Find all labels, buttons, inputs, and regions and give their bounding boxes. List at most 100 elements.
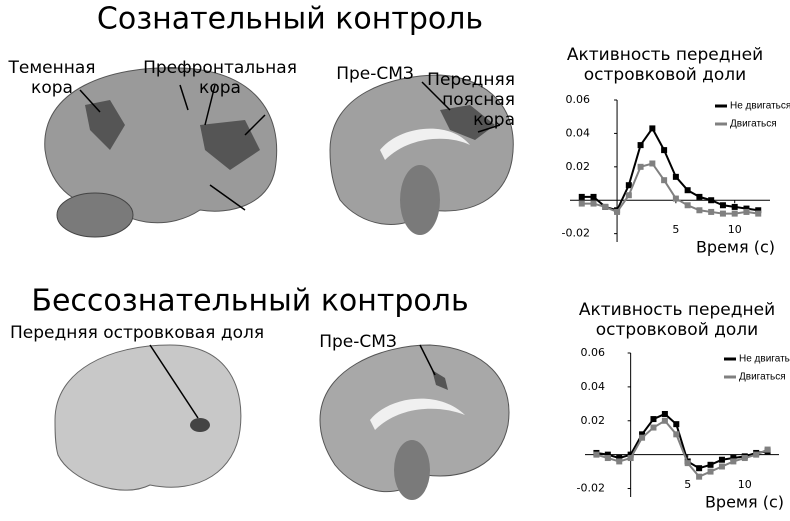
x-tick-label: 10 bbox=[728, 223, 742, 236]
series-line bbox=[581, 126, 759, 212]
y-tick-label: 0.02 bbox=[581, 414, 606, 427]
brain-label: поясная bbox=[442, 90, 515, 110]
legend-label: Двигаться bbox=[739, 372, 786, 383]
data-point bbox=[604, 455, 611, 462]
brain-label: кора bbox=[199, 78, 241, 98]
data-point bbox=[590, 200, 597, 207]
data-point bbox=[696, 473, 703, 480]
data-point bbox=[639, 434, 646, 441]
data-point bbox=[616, 455, 623, 462]
data-point bbox=[625, 192, 632, 199]
data-point bbox=[743, 208, 750, 215]
legend-label: Двигаться bbox=[730, 119, 777, 130]
data-point bbox=[753, 451, 760, 458]
x-axis-label: Время (с) bbox=[696, 238, 775, 257]
legend-label: Не двигаться bbox=[730, 101, 790, 112]
data-point bbox=[696, 465, 703, 472]
y-tick-label: 0.06 bbox=[581, 346, 606, 359]
data-point bbox=[718, 456, 725, 463]
y-tick-label: -0.02 bbox=[562, 227, 590, 240]
series-line bbox=[596, 419, 768, 478]
data-point bbox=[602, 203, 609, 210]
data-point bbox=[696, 193, 703, 200]
data-point bbox=[755, 207, 762, 214]
data-point bbox=[614, 208, 621, 215]
data-point bbox=[755, 210, 762, 217]
y-tick-label: 0.06 bbox=[566, 93, 591, 106]
chart-title: островковой доли bbox=[584, 65, 746, 85]
y-tick-label: 0.04 bbox=[581, 380, 606, 393]
data-point bbox=[707, 468, 714, 475]
data-point bbox=[684, 187, 691, 194]
data-point bbox=[625, 182, 632, 189]
brain-label: Префронтальная bbox=[143, 58, 297, 78]
data-point bbox=[661, 410, 668, 417]
arrows bbox=[79, 81, 501, 419]
legend-label: Не двигаться bbox=[739, 354, 790, 365]
data-point bbox=[649, 125, 656, 132]
brain-sagittal bbox=[54, 344, 242, 491]
data-point bbox=[718, 463, 725, 470]
data-point bbox=[650, 416, 657, 423]
series-line bbox=[596, 412, 768, 470]
data-point bbox=[578, 193, 585, 200]
data-point bbox=[731, 203, 738, 210]
data-point bbox=[719, 210, 726, 217]
data-point bbox=[616, 458, 623, 465]
data-point bbox=[661, 147, 668, 154]
data-point bbox=[673, 421, 680, 428]
data-point bbox=[637, 163, 644, 170]
brain-label: Пре-СМЗ bbox=[319, 332, 397, 352]
brain-medial-2 bbox=[319, 344, 510, 500]
x-tick-label: 5 bbox=[672, 223, 679, 236]
data-point bbox=[719, 202, 726, 209]
data-point bbox=[639, 431, 646, 438]
data-point bbox=[672, 173, 679, 180]
series-line bbox=[581, 162, 759, 215]
brain-label: Передняя островковая доля bbox=[10, 323, 264, 343]
data-point bbox=[578, 200, 585, 207]
brain-label: кора bbox=[31, 78, 73, 98]
data-point bbox=[637, 142, 644, 149]
data-point bbox=[764, 446, 771, 453]
data-point bbox=[673, 431, 680, 438]
brain-medial bbox=[329, 74, 514, 235]
chart-title: Активность передней bbox=[579, 300, 775, 320]
data-point bbox=[650, 424, 657, 431]
data-point bbox=[741, 455, 748, 462]
data-point bbox=[649, 160, 656, 167]
y-tick-label: 0.02 bbox=[566, 160, 591, 173]
data-point bbox=[604, 451, 611, 458]
heading: Бессознательный контроль bbox=[31, 284, 468, 319]
data-point bbox=[627, 451, 634, 458]
data-point bbox=[590, 193, 597, 200]
brain-label: Пре-СМЗ bbox=[336, 64, 414, 84]
brain-lateral bbox=[44, 67, 278, 238]
x-tick-label: 5 bbox=[684, 478, 691, 491]
data-point bbox=[708, 197, 715, 204]
chart-title: островковой доли bbox=[596, 320, 758, 340]
heading: Сознательный контроль bbox=[97, 2, 483, 37]
data-point bbox=[684, 202, 691, 209]
data-point bbox=[627, 455, 634, 462]
data-point bbox=[731, 210, 738, 217]
data-point bbox=[743, 205, 750, 212]
data-point bbox=[730, 458, 737, 465]
x-tick-label: 10 bbox=[738, 478, 752, 491]
data-point bbox=[696, 207, 703, 214]
chart-title: Активность передней bbox=[567, 45, 763, 65]
brain-label: Передняя bbox=[427, 70, 515, 90]
data-point bbox=[593, 451, 600, 458]
y-tick-label: -0.02 bbox=[577, 482, 605, 495]
brain-label: кора bbox=[473, 110, 515, 130]
data-point bbox=[684, 460, 691, 467]
data-point bbox=[707, 461, 714, 468]
data-point bbox=[730, 455, 737, 462]
brain-label: Теменная bbox=[7, 58, 95, 78]
data-point bbox=[672, 195, 679, 202]
x-axis-label: Время (с) bbox=[705, 493, 784, 512]
y-tick-label: 0.04 bbox=[566, 126, 591, 139]
data-point bbox=[708, 208, 715, 215]
data-point bbox=[661, 417, 668, 424]
